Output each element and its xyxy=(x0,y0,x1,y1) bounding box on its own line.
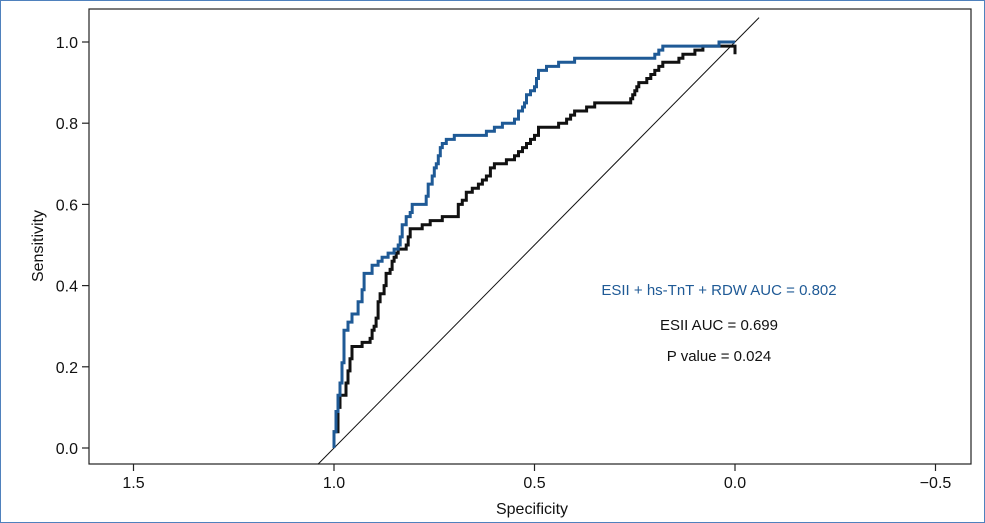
y-axis-title: Sensitivity xyxy=(30,210,47,282)
axes-layer: 0.0 0.2 0.4 0.6 0.8 1.0 1.5 1.0 0.5 0.0 −0.5 xyxy=(56,35,952,492)
annotation-esii-auc: ESII AUC = 0.699 xyxy=(660,317,778,334)
y-tick-label: 1.0 xyxy=(56,35,78,52)
annotation-layer: ESII + hs-TnT + RDW AUC = 0.802 ESII AUC… xyxy=(601,282,836,365)
x-tick-label: 1.5 xyxy=(122,475,144,492)
x-tick-label: 0.5 xyxy=(523,475,545,492)
y-tick-label: 0.6 xyxy=(56,197,78,214)
y-tick-label: 0.2 xyxy=(56,360,78,377)
reference-diagonal-line xyxy=(317,17,760,465)
roc-curve-esii xyxy=(332,44,737,448)
x-tick-label: −0.5 xyxy=(920,475,952,492)
x-axis-title: Specificity xyxy=(496,501,568,518)
series-layer xyxy=(317,17,760,465)
annotation-combined-auc: ESII + hs-TnT + RDW AUC = 0.802 xyxy=(601,282,836,299)
x-tick-label: 0.0 xyxy=(724,475,746,492)
annotation-p-value: P value = 0.024 xyxy=(667,348,771,365)
y-tick-label: 0.4 xyxy=(56,279,78,296)
x-tick-label: 1.0 xyxy=(323,475,345,492)
y-tick-label: 0.8 xyxy=(56,116,78,133)
roc-curve-combined xyxy=(332,40,735,448)
y-tick-label: 0.0 xyxy=(56,441,78,458)
plot-frame xyxy=(88,8,972,465)
